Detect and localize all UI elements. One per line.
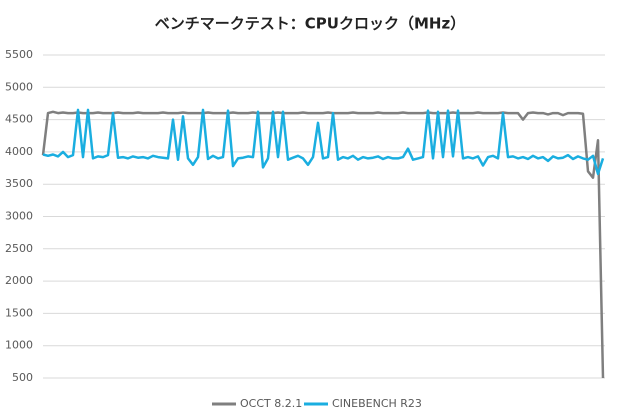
y-tick-label: 500 xyxy=(12,371,33,384)
y-tick-label: 5000 xyxy=(5,80,33,93)
y-tick-label: 5500 xyxy=(5,48,33,61)
chart-title: ベンチマークテスト：CPUクロック（MHz） xyxy=(155,15,465,33)
y-tick-label: 2500 xyxy=(5,242,33,255)
y-tick-label: 1500 xyxy=(5,306,33,319)
y-tick-label: 3000 xyxy=(5,210,33,223)
y-tick-label: 2000 xyxy=(5,274,33,287)
y-tick-label: 4500 xyxy=(5,113,33,126)
y-tick-label: 4000 xyxy=(5,145,33,158)
legend-label: OCCT 8.2.1 xyxy=(240,397,302,410)
series-line xyxy=(42,108,605,176)
y-tick-label: 3500 xyxy=(5,177,33,190)
series-line xyxy=(41,110,605,379)
y-tick-label: 1000 xyxy=(5,339,33,352)
legend-label: CINEBENCH R23 xyxy=(332,397,422,410)
